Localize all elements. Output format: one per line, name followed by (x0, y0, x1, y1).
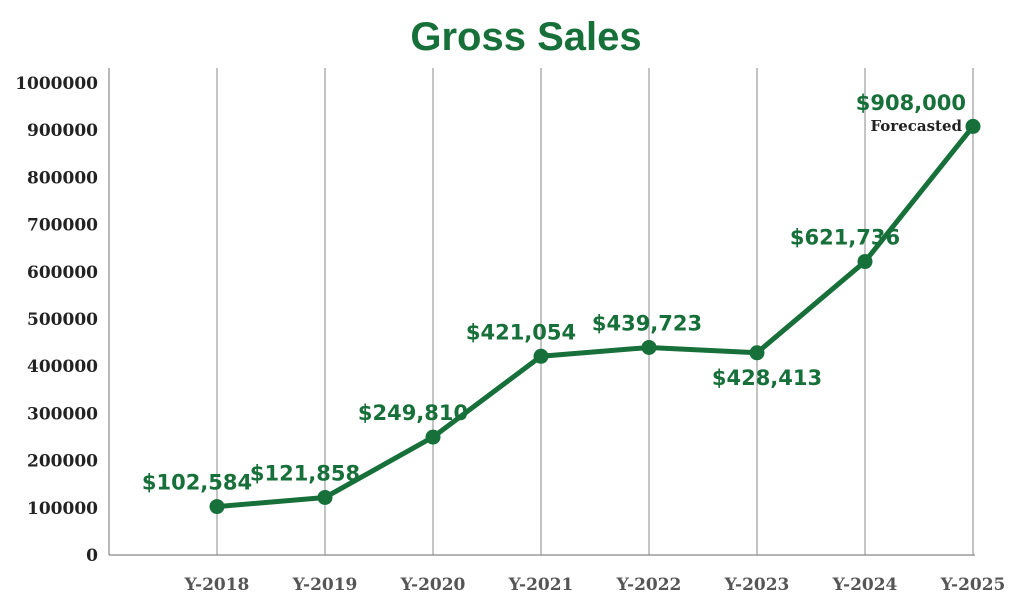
y-tick-label: 1000000 (15, 74, 98, 94)
y-tick-label: 300000 (27, 404, 98, 424)
y-tick-label: 700000 (27, 216, 98, 236)
forecast-annotation: Forecasted (870, 117, 962, 135)
x-tick-label: Y-2022 (616, 575, 682, 595)
axis-layer: 0 100000 200000 300000 400000 500000 600000 700… (15, 68, 1005, 595)
data-label: $428,413 (712, 366, 822, 390)
y-tick-label: 600000 (27, 263, 98, 283)
x-tick-label: Y-2019 (292, 575, 358, 595)
x-tick-label: Y-2021 (508, 575, 574, 595)
data-point (425, 429, 441, 445)
y-tick-label: 500000 (27, 310, 98, 330)
data-point (965, 118, 981, 134)
data-point (749, 345, 765, 361)
chart-title: Gross Sales (410, 15, 641, 59)
x-tick-label: Y-2024 (832, 575, 898, 595)
data-label: $621,736 (790, 226, 900, 250)
x-tick-label: Y-2025 (940, 575, 1006, 595)
x-tick-label: Y-2020 (400, 575, 466, 595)
y-tick-label: 800000 (27, 168, 98, 188)
x-tick-label: Y-2023 (724, 575, 790, 595)
data-label: $439,723 (592, 311, 702, 335)
data-point (857, 254, 873, 270)
y-tick-label: 900000 (27, 121, 98, 141)
y-tick-label: 100000 (27, 499, 98, 519)
y-tick-label: 200000 (27, 452, 98, 472)
data-label: $421,054 (466, 320, 576, 344)
series-layer (209, 118, 981, 515)
grid-layer (216, 68, 974, 555)
y-tick-label: 0 (86, 546, 98, 566)
data-label: $908,000 (856, 91, 966, 115)
data-label: $102,584 (142, 471, 252, 495)
label-layer: $102,584$121,858 $249,810 $421,054 $439,723… (142, 91, 966, 495)
series-line (214, 123, 976, 510)
y-tick-label: 400000 (27, 357, 98, 377)
data-point (317, 489, 333, 505)
x-tick-label: Y-2018 (184, 575, 250, 595)
data-point (209, 499, 225, 515)
data-point (533, 348, 549, 364)
data-point (641, 339, 657, 355)
data-label: $121,858 (250, 461, 360, 485)
data-label: $249,810 (358, 401, 468, 425)
